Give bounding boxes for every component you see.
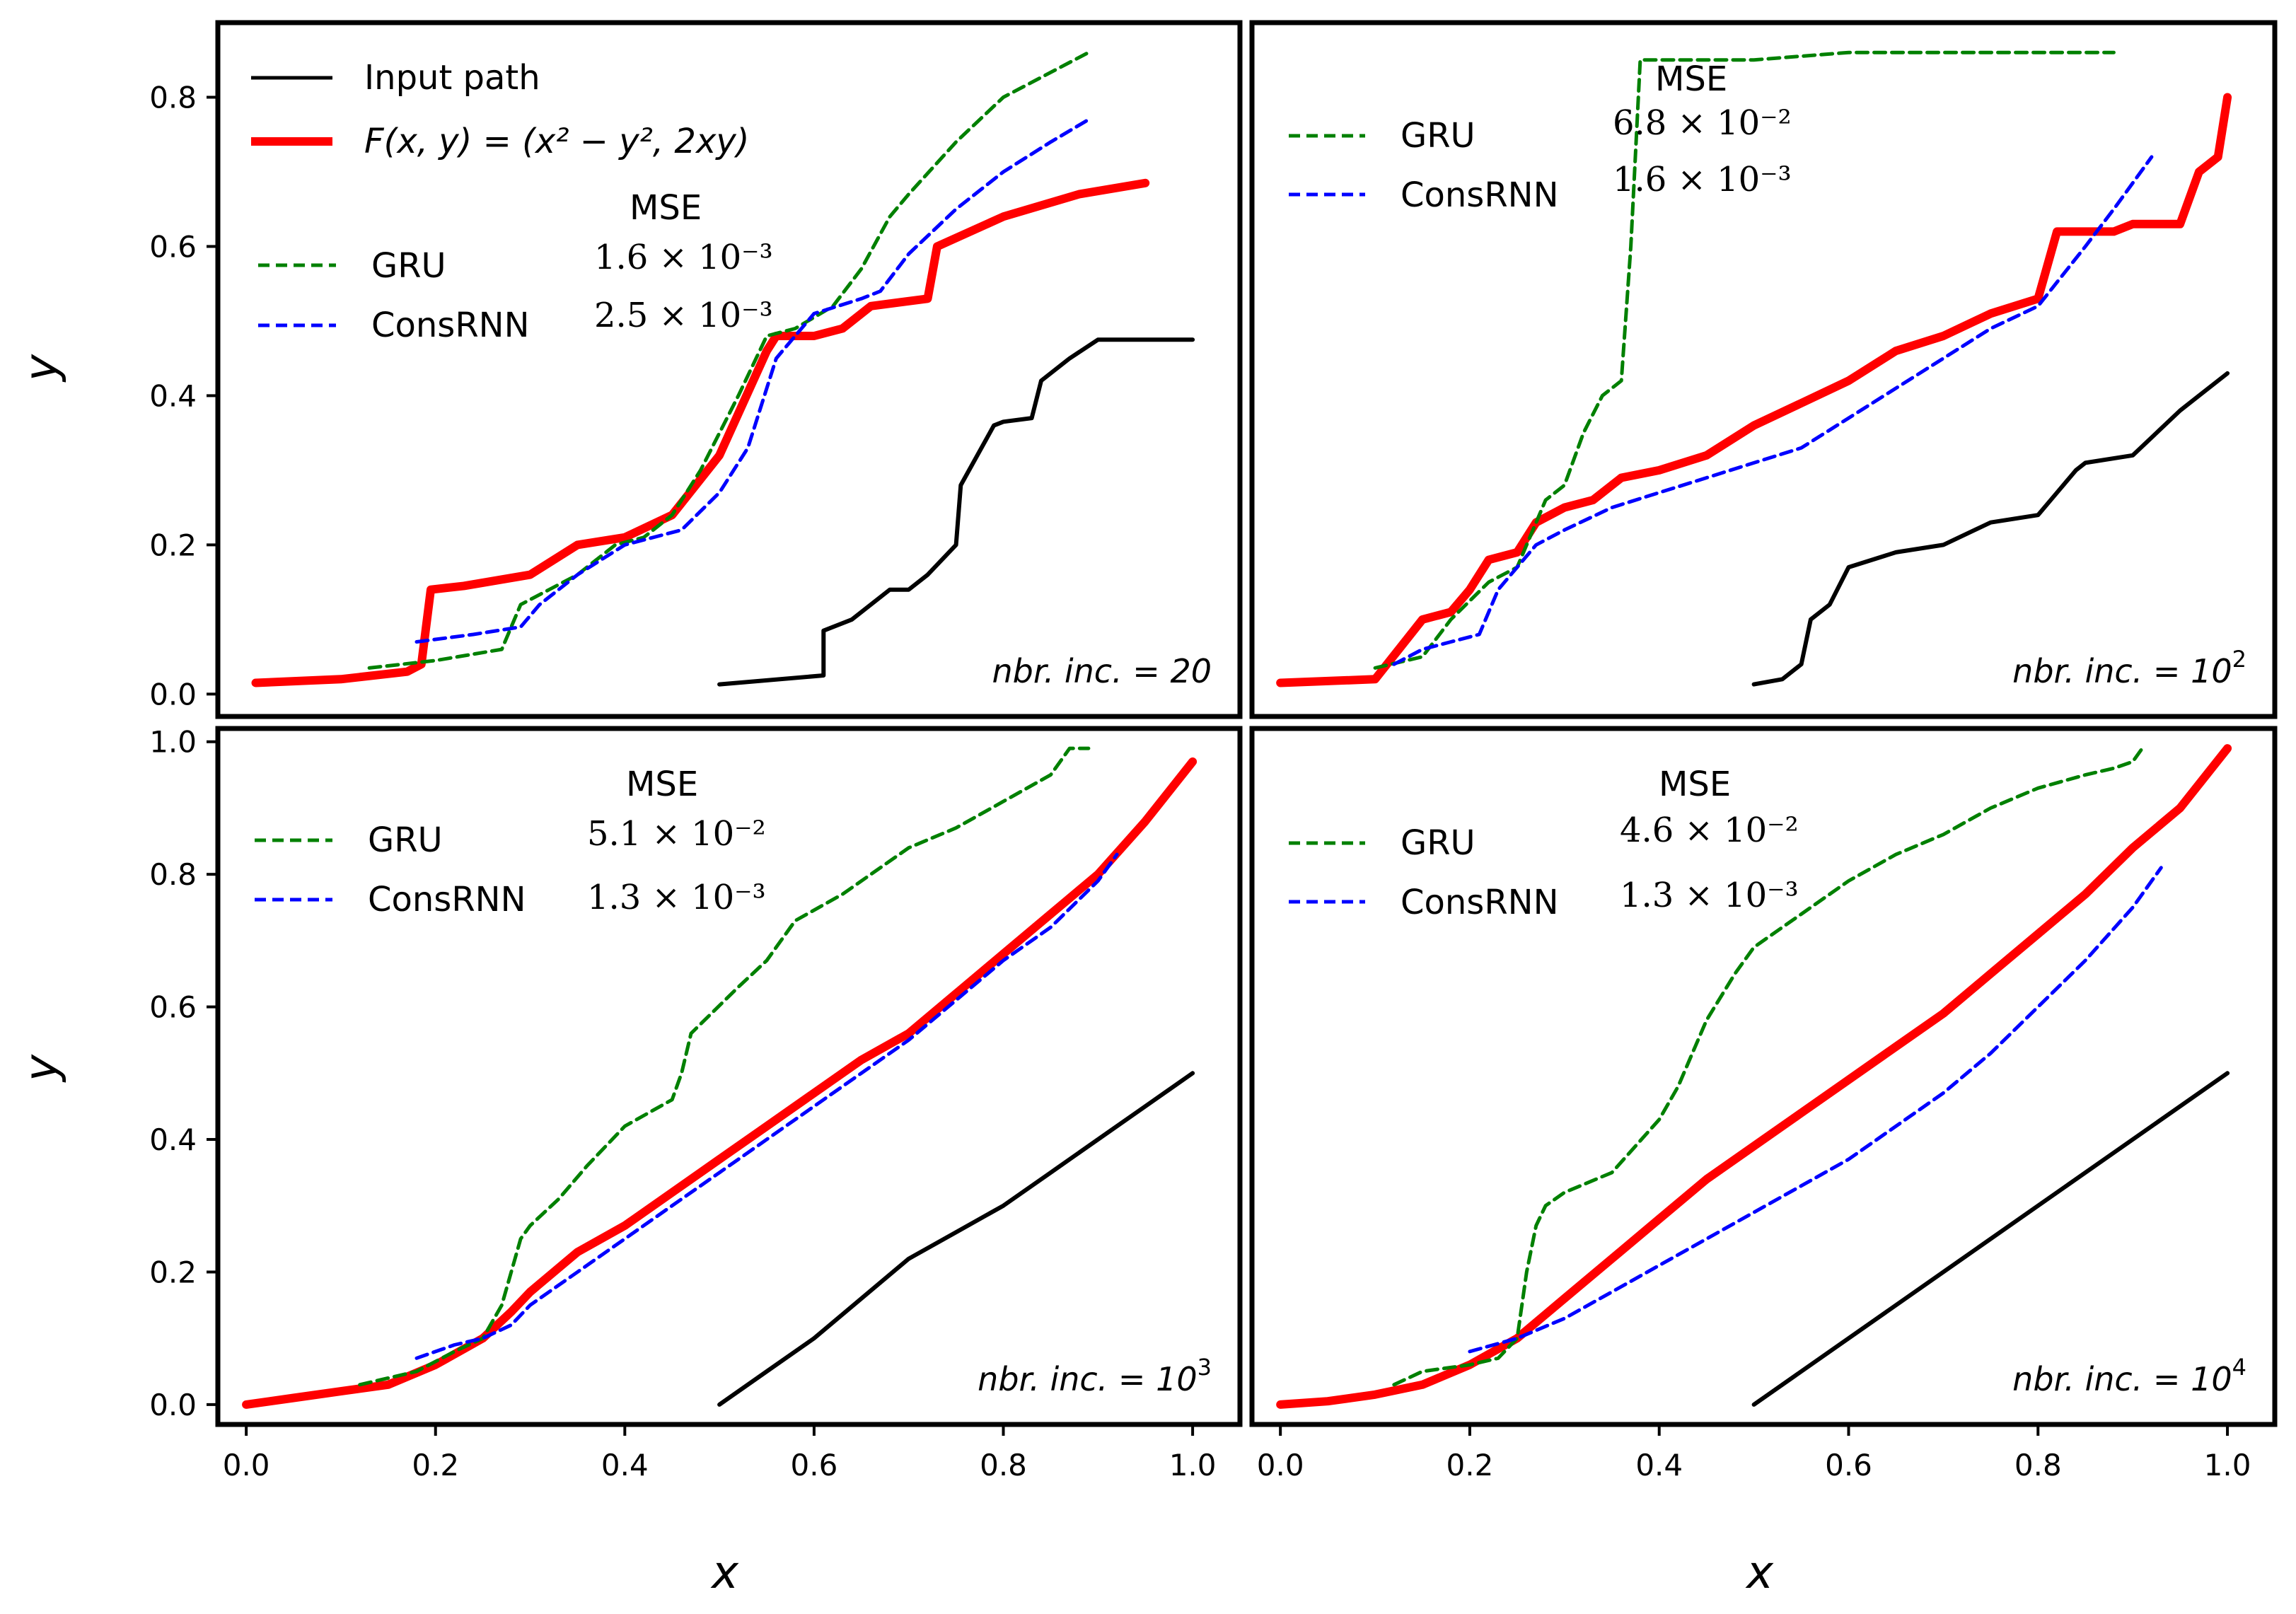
x-axis-title-right: x — [1745, 1547, 1774, 1599]
x-tick-label: 0.2 — [412, 1448, 459, 1482]
legend-consrnn-label: ConsRNN — [368, 880, 526, 919]
x-tick-label: 1.0 — [2204, 1448, 2251, 1482]
legend-gru-label: GRU — [1401, 116, 1475, 156]
series-gru-line — [367, 50, 1091, 670]
mse-consrnn-value: 1.3 × 10⁻³ — [587, 878, 766, 917]
panels: 0.0 0.2 0.4 0.6 0.8 nbr. inc. = 20 nbr. inc. =… — [149, 20, 2278, 1482]
mse-header: MSE — [1655, 59, 1727, 99]
x-tick-label: 0.0 — [223, 1448, 270, 1482]
series-f-line — [1276, 93, 2232, 687]
legend-input-label: Input path — [364, 58, 540, 98]
y-tick-label: 0.8 — [149, 857, 197, 892]
increments-annotation: nbr. inc. = 103 — [978, 1354, 1212, 1398]
panel-top-left: 0.0 0.2 0.4 0.6 0.8 nbr. inc. = 20 — [149, 20, 1243, 719]
series-gru-line — [1373, 50, 2116, 670]
series-f-line — [242, 757, 1198, 1409]
legend-consrnn-label: ConsRNN — [1401, 883, 1558, 922]
y-tick-label: 0.2 — [149, 528, 197, 562]
series-consrnn-line — [1468, 866, 2163, 1354]
x-tick-label: 0.0 — [1257, 1448, 1304, 1482]
legend-consrnn-label: ConsRNN — [1401, 175, 1558, 215]
mse-consrnn-value: 2.5 × 10⁻³ — [594, 296, 773, 335]
panel-frame — [215, 726, 1243, 1427]
panel-frame — [1249, 20, 2278, 719]
mse-header: MSE — [626, 765, 698, 804]
series-input-line — [1751, 371, 2230, 687]
y-axis-title-bottom: y — [16, 1054, 68, 1083]
x-tick-label: 0.4 — [601, 1448, 649, 1482]
series-consrnn-line — [414, 852, 1119, 1360]
panel-bottom-left: 0.0 0.2 0.4 0.6 0.8 1.0 0.0 0.2 0.4 0.6 0.8 1.0 nbr.… — [149, 725, 1243, 1482]
y-axis-title-top: y — [16, 354, 68, 383]
legend-gru-label: GRU — [1401, 823, 1475, 863]
mse-consrnn-value: 1.6 × 10⁻³ — [1613, 160, 1792, 199]
series-input-line — [717, 1071, 1195, 1407]
y-tick-label: 0.0 — [149, 677, 197, 712]
x-tick-label: 1.0 — [1169, 1448, 1217, 1482]
mse-header: MSE — [630, 188, 702, 228]
panel-frame — [1249, 726, 2278, 1427]
legend-gru-label: GRU — [368, 820, 443, 860]
legend-top-left: Input path F(x, y) = (x² − y², 2xy) MSE … — [251, 58, 773, 345]
series-consrnn-line — [414, 117, 1091, 644]
series-input-line — [1751, 1071, 2230, 1407]
x-tick-label: 0.6 — [1825, 1448, 1872, 1482]
x-tick-label: 0.8 — [2014, 1448, 2062, 1482]
panel-top-right: nbr. inc. = 102 — [1249, 20, 2278, 719]
mse-consrnn-value: 1.3 × 10⁻³ — [1620, 876, 1799, 915]
increments-annotation: nbr. inc. = 102 — [2012, 646, 2246, 690]
y-tick-label: 0.6 — [149, 229, 197, 264]
mse-gru-value: 4.6 × 10⁻² — [1620, 811, 1799, 850]
x-tick-label: 0.8 — [980, 1448, 1027, 1482]
legend-top-right: MSE GRU 6.8 × 10⁻² ConsRNN 1.6 × 10⁻³ — [1289, 59, 1792, 215]
series-gru-line — [1392, 746, 2145, 1387]
series-input-line — [717, 337, 1195, 687]
x-tick-label: 0.2 — [1446, 1448, 1494, 1482]
y-tick-label: 0.4 — [149, 378, 197, 413]
increments-annotation: nbr. inc. = 20 — [992, 652, 1212, 690]
mse-gru-value: 1.6 × 10⁻³ — [594, 238, 773, 277]
x-tick-label: 0.4 — [1635, 1448, 1683, 1482]
y-tick-label: 0.0 — [149, 1388, 197, 1422]
mse-header: MSE — [1659, 765, 1731, 804]
y-tick-label: 0.4 — [149, 1122, 197, 1157]
legend-gru-label: GRU — [371, 246, 446, 286]
legend-bottom-right: MSE GRU 4.6 × 10⁻² ConsRNN 1.3 × 10⁻³ — [1289, 765, 1799, 922]
mse-gru-value: 6.8 × 10⁻² — [1613, 103, 1792, 143]
y-tick-label: 0.2 — [149, 1255, 197, 1289]
legend-bottom-left: MSE GRU 5.1 × 10⁻² ConsRNN 1.3 × 10⁻³ — [255, 765, 766, 919]
legend-consrnn-label: ConsRNN — [371, 306, 529, 345]
legend-f-label: F(x, y) = (x² − y², 2xy) — [364, 122, 749, 161]
series-consrnn-line — [1392, 155, 2154, 666]
mse-gru-value: 5.1 × 10⁻² — [587, 814, 766, 854]
y-tick-label: 1.0 — [149, 725, 197, 760]
series-f-line — [1276, 744, 2232, 1409]
panel-bottom-right: 0.0 0.2 0.4 0.6 0.8 1.0 nbr. inc. = 104 — [1249, 726, 2278, 1482]
x-axis-title-left: x — [710, 1547, 739, 1599]
y-tick-label: 0.6 — [149, 990, 197, 1025]
series-gru-line — [358, 746, 1091, 1387]
increments-annotation: nbr. inc. = 104 — [2012, 1354, 2246, 1398]
y-tick-label: 0.8 — [149, 80, 197, 115]
x-tick-label: 0.6 — [791, 1448, 838, 1482]
panel-frame — [215, 20, 1243, 719]
